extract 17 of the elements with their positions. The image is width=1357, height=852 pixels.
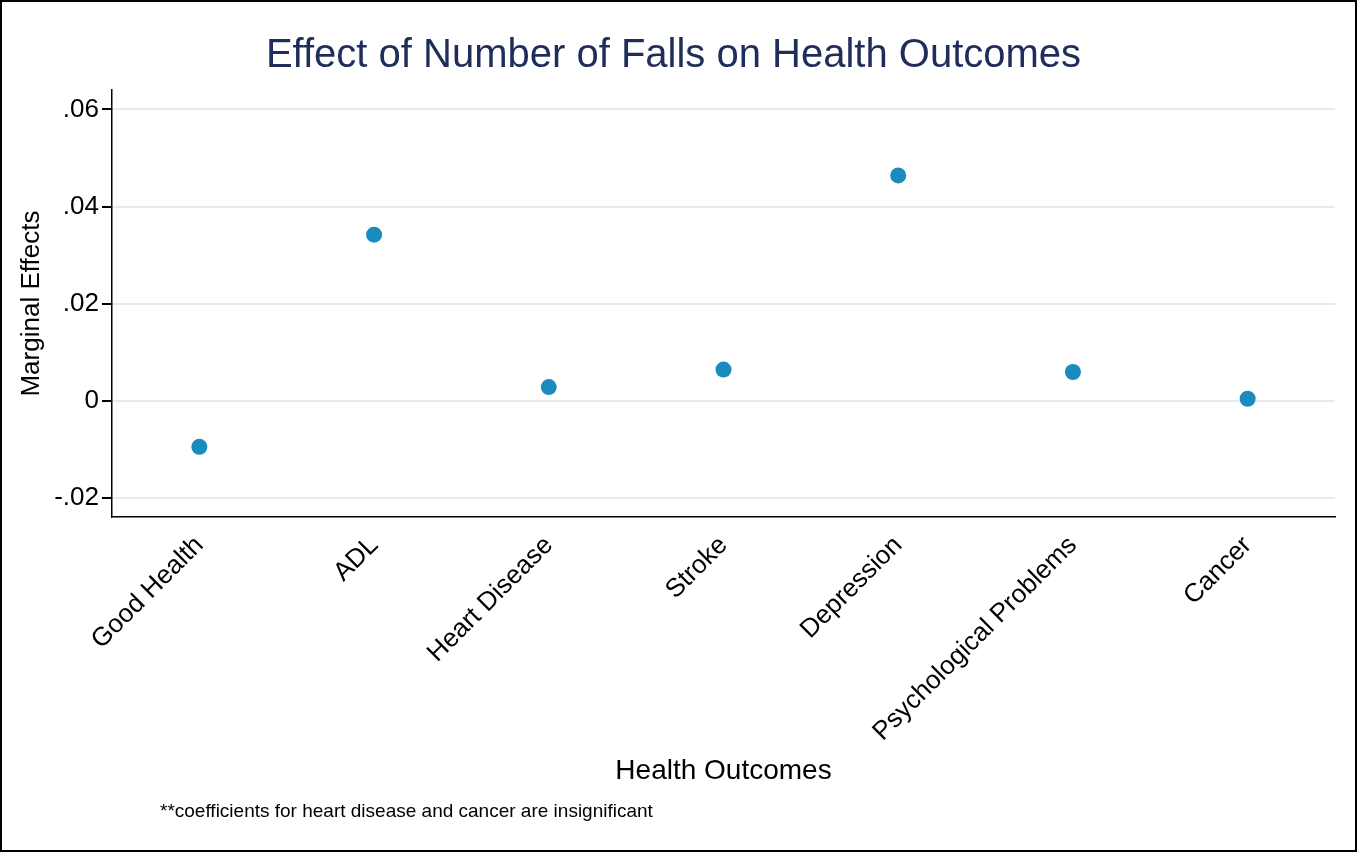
chart-title: Effect of Number of Falls on Health Outcomes bbox=[265, 31, 1082, 76]
y-tick-label: .06 bbox=[62, 92, 99, 123]
y-tick-label: .02 bbox=[62, 286, 99, 317]
y-tick-label: .04 bbox=[62, 189, 99, 220]
point bbox=[540, 379, 557, 396]
point bbox=[366, 226, 383, 243]
point bbox=[191, 438, 208, 455]
y-tick-label: -.02 bbox=[54, 480, 99, 511]
y-tick-label: 0 bbox=[84, 383, 99, 414]
x-axis-title: Health Outcomes bbox=[615, 753, 832, 785]
text: **coefficients for heart disease and cancer are insignificant bbox=[160, 800, 653, 822]
point bbox=[1239, 390, 1256, 407]
point bbox=[890, 167, 907, 184]
y-axis-title: Marginal Effects bbox=[14, 210, 45, 397]
x-tick-label: ADL bbox=[326, 529, 384, 587]
point bbox=[715, 361, 732, 378]
point bbox=[1064, 364, 1081, 381]
